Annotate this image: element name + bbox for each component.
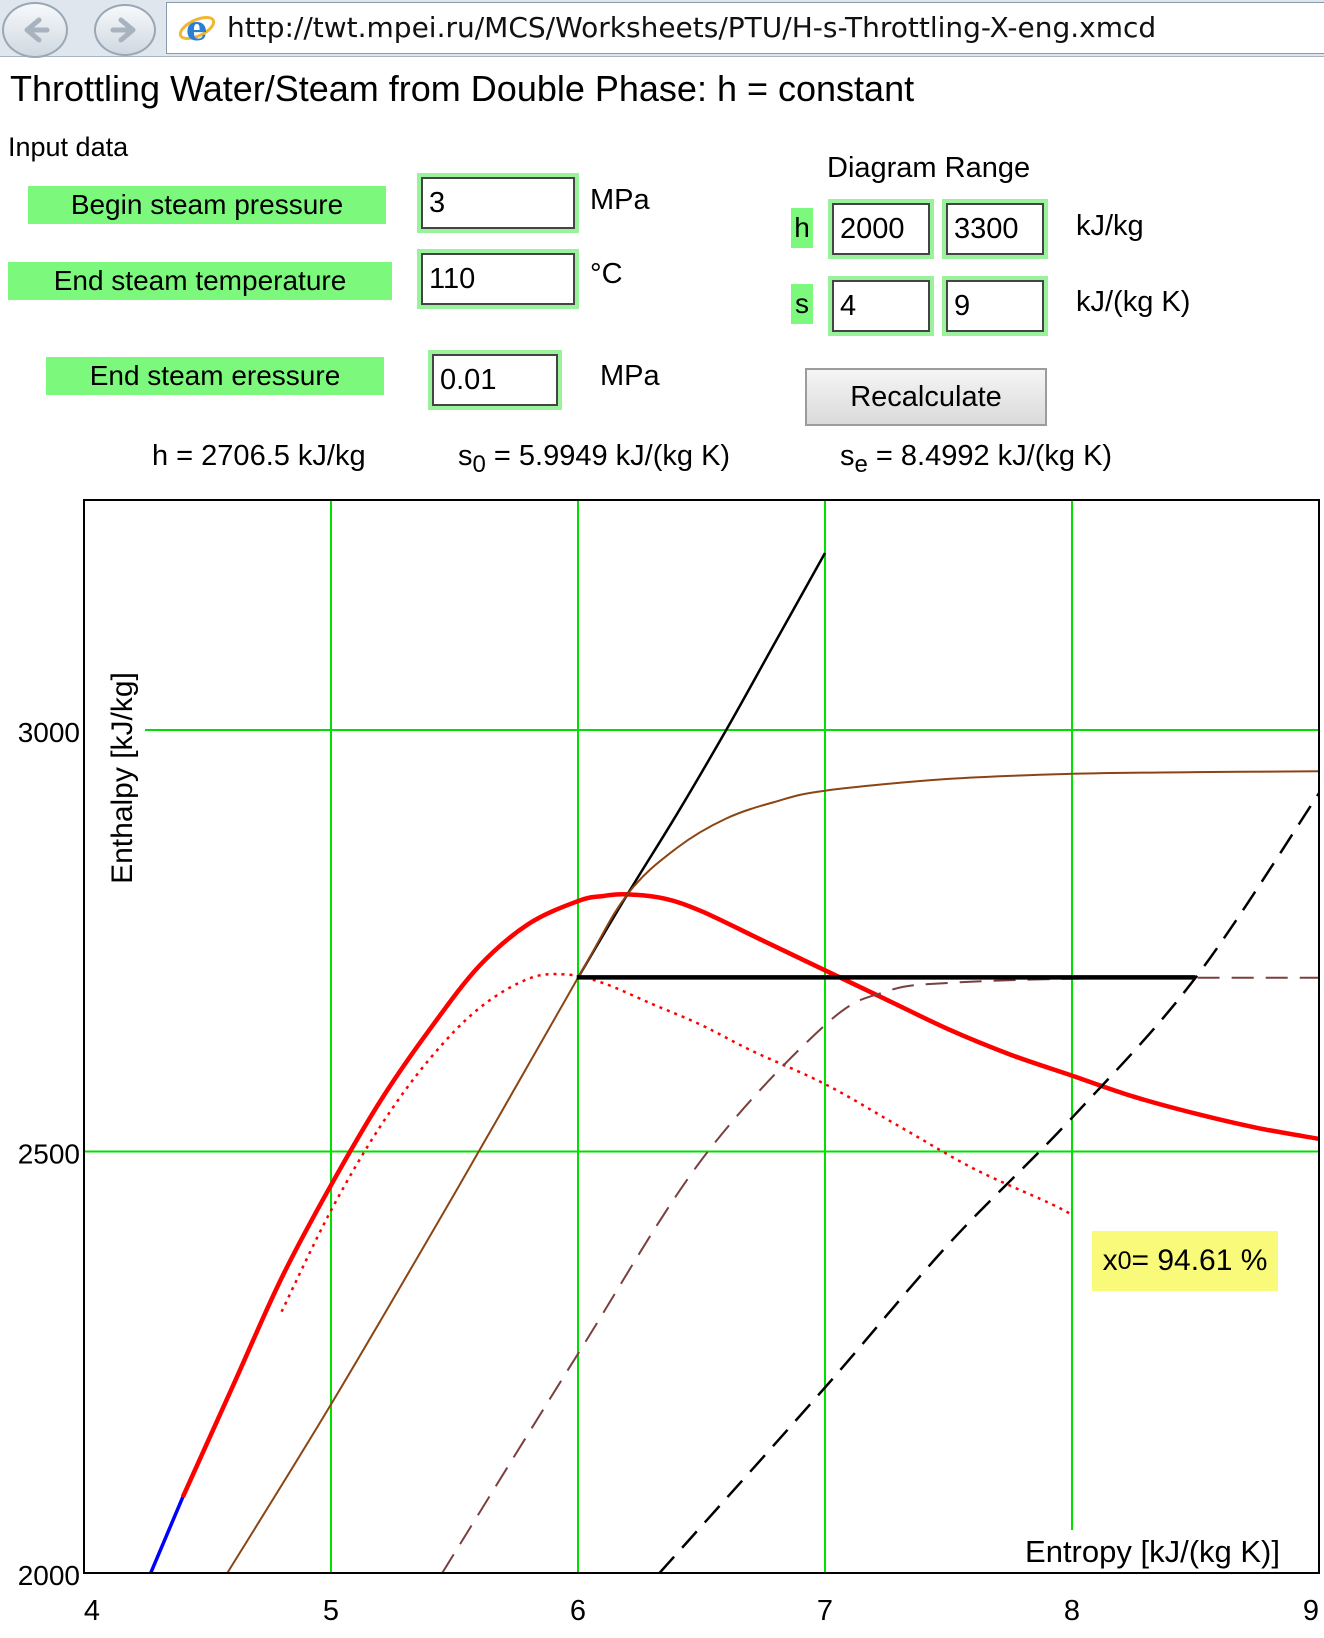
y-axis-label: Enthalpy [kJ/kg] <box>106 672 139 884</box>
hs-diagram: 4 5 6 7 8 9 2000 2500 3000 Enthalpy [kJ/kg] Entr… <box>18 499 1320 1627</box>
x-axis-label: Entropy [kJ/(kg K)] <box>1025 1534 1280 1569</box>
x-tick-label-0: 4 <box>84 1595 100 1627</box>
x-tick-label-4: 8 <box>1064 1595 1080 1627</box>
result-se-symbol: s <box>840 440 855 472</box>
s-max-input[interactable]: 9 <box>946 280 1044 332</box>
forward-arrow-icon <box>110 17 136 43</box>
end-pressure-input[interactable]: 0.01 <box>432 354 558 406</box>
result-se-subscript: e <box>854 450 868 478</box>
tick-layer: 4 5 6 7 8 9 2000 2500 3000 <box>18 717 1319 1627</box>
x-tick-label-5: 9 <box>1303 1595 1319 1627</box>
x0-subscript: 0 <box>1117 1246 1132 1275</box>
series-line-blue <box>149 1496 185 1573</box>
result-s0: s0 = 5.9949 kJ/(kg K) <box>458 440 730 479</box>
result-se-value: = 8.4992 kJ/(kg K) <box>867 440 1113 472</box>
y-tick-label-0: 2000 <box>18 1560 80 1591</box>
end-pressure-label: End steam eressure <box>46 357 384 395</box>
internet-explorer-icon: e <box>178 9 216 47</box>
end-temperature-label: End steam temperature <box>8 262 392 300</box>
browser-toolbar: e http://twt.mpei.ru/MCS/Worksheets/PTU/… <box>0 0 1324 58</box>
x-tick-label-2: 6 <box>570 1595 586 1627</box>
begin-pressure-label: Begin steam pressure <box>28 186 386 224</box>
plot-frame <box>83 499 1320 1574</box>
svg-text:e: e <box>186 9 208 47</box>
input-data-heading: Input data <box>8 132 129 162</box>
s-range-label: s <box>791 284 813 324</box>
back-arrow-icon <box>24 17 50 43</box>
series-line-red-dotted <box>280 972 1073 1313</box>
result-h: h = 2706.5 kJ/kg <box>152 440 366 472</box>
h-min-input[interactable]: 2000 <box>832 203 930 255</box>
end-temperature-unit: °C <box>590 258 623 290</box>
s-min-input[interactable]: 4 <box>832 280 930 332</box>
series-layer <box>149 552 1319 1573</box>
recalculate-button[interactable]: Recalculate <box>805 368 1047 426</box>
diagram-range-heading: Diagram Range <box>827 152 1031 184</box>
x0-symbol: x <box>1102 1244 1118 1277</box>
page-title: Throttling Water/Steam from Double Phase… <box>10 68 915 109</box>
result-s0-subscript: 0 <box>472 450 486 478</box>
h-range-unit: kJ/kg <box>1076 210 1144 242</box>
begin-pressure-unit: MPa <box>590 184 650 216</box>
back-button[interactable] <box>2 2 68 58</box>
url-text: http://twt.mpei.ru/MCS/Worksheets/PTU/H-… <box>227 11 1157 44</box>
x-tick-label-1: 5 <box>323 1595 339 1627</box>
address-bar[interactable]: e http://twt.mpei.ru/MCS/Worksheets/PTU/… <box>166 2 1324 54</box>
series-line-red-bold <box>180 892 1319 1499</box>
s-range-unit: kJ/(kg K) <box>1076 286 1191 318</box>
result-se: se = 8.4992 kJ/(kg K) <box>840 440 1112 479</box>
result-s0-symbol: s <box>458 440 473 472</box>
begin-pressure-input[interactable]: 3 <box>421 177 575 229</box>
series-line-brown <box>226 770 1319 1573</box>
x-tick-label-3: 7 <box>817 1595 833 1627</box>
result-s0-value: = 5.9949 kJ/(kg K) <box>485 440 731 472</box>
grid-layer <box>84 500 1319 1573</box>
h-range-label: h <box>791 208 813 248</box>
forward-button[interactable] <box>94 4 156 56</box>
y-tick-label-2: 3000 <box>18 717 80 748</box>
x0-value: = 94.61 % <box>1131 1244 1268 1277</box>
series-line-black-dashed <box>658 792 1319 1573</box>
end-temperature-input[interactable]: 110 <box>421 253 575 305</box>
h-max-input[interactable]: 3300 <box>946 203 1044 255</box>
y-tick-label-1: 2500 <box>18 1139 80 1170</box>
end-pressure-unit: MPa <box>600 360 660 392</box>
